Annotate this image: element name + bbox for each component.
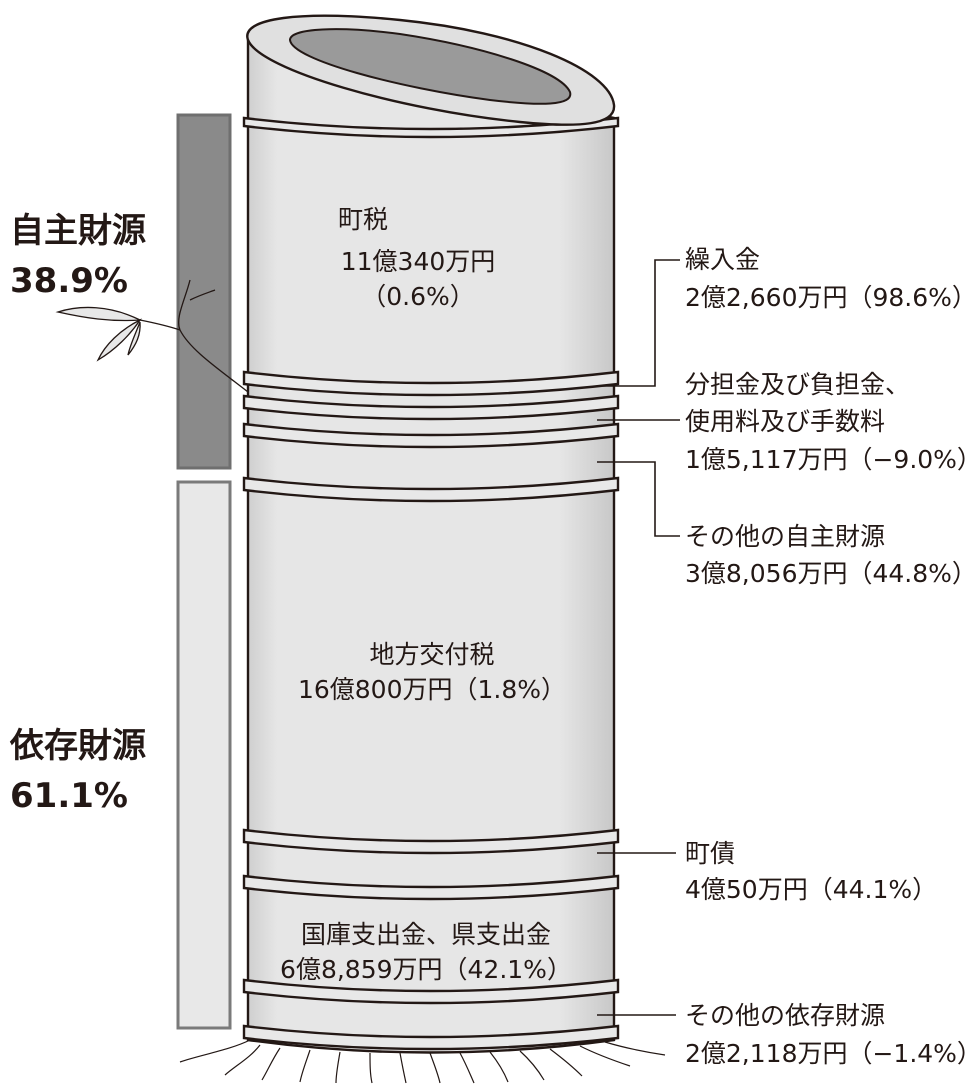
segment-name: 繰入金 [685,245,760,274]
roots [179,1039,666,1084]
segment-amount: 6億8,859万円（42.1%） [280,955,572,984]
segment-name: 地方交付税 [369,640,494,669]
group-name: 自主財源 [10,211,146,251]
segment-amount: 11億340万円 [341,247,496,276]
segment-name: 町税 [338,205,388,234]
segment-name: 国庫支出金、県支出金 [301,920,551,949]
group-bracket [176,113,232,470]
segment-name: 使用料及び手数料 [685,407,885,436]
bamboo-hole [288,28,572,105]
group-share: 38.9% [10,261,128,301]
segment-name: 分担金及び負担金、 [685,370,910,399]
group-name: 依存財源 [9,726,146,766]
segment-name: その他の自主財源 [685,522,885,551]
twig [55,279,249,393]
segment-amount: 1億5,117万円（−9.0%） [685,445,971,474]
segment-amount: 2億2,660万円（98.6%） [685,283,971,312]
group-bracket [176,480,232,1030]
group-share: 61.1% [10,776,128,816]
segment-amount: 2億2,118万円（−1.4%） [685,1039,971,1068]
segment-amount: 3億8,056万円（44.8%） [685,559,971,588]
segment-name: 町債 [685,839,735,868]
segment-amount: 4億50万円（44.1%） [685,875,937,904]
leader-line [597,461,680,537]
segment-name: その他の依存財源 [685,1001,885,1030]
segment-amount: 16億800万円（1.8%） [298,675,566,704]
rings [242,116,620,1051]
segment-change: （0.6%） [361,282,475,311]
bamboo-stem [246,38,616,1054]
leader-line [600,259,680,387]
